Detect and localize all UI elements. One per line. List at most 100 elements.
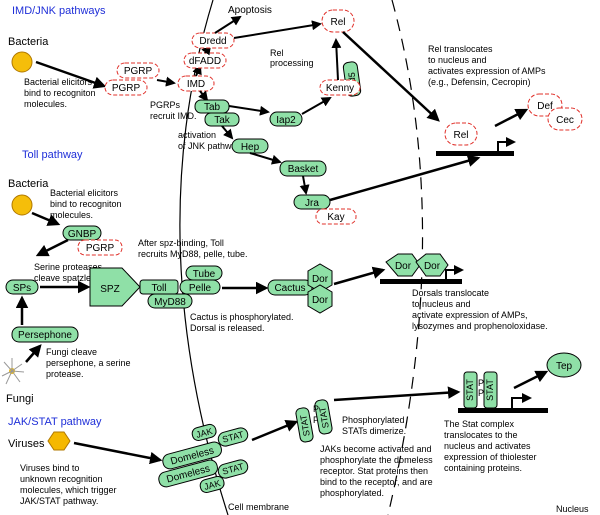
- node-label: Iap2: [276, 115, 296, 126]
- note-line: recruits MyD88, pelle, tube.: [138, 249, 248, 259]
- node-label: Dor: [312, 295, 329, 306]
- note-line: JAKs become activated and: [320, 444, 432, 454]
- note-line: lysozymes and prophenoloxidase.: [412, 321, 548, 331]
- node-label: JAK: [195, 426, 214, 440]
- node-kenny: [319, 79, 361, 96]
- note-line: phosphorylate the domeless: [320, 455, 433, 465]
- note-line: protease.: [46, 369, 84, 379]
- node-label: Tab: [204, 102, 221, 113]
- node-label: Dor: [424, 261, 441, 272]
- nucleus-label: Nucleus: [556, 504, 589, 514]
- node-dredd: [191, 32, 235, 49]
- note-line: After spz-binding, Toll: [138, 238, 224, 248]
- node-dorsal: [415, 253, 449, 277]
- node-label: PGRP: [112, 83, 141, 94]
- dna-strand: [380, 279, 462, 284]
- note-line: (e.g., Defensin, Cecropin): [428, 77, 531, 87]
- node-label: Dredd: [199, 36, 226, 47]
- node-label: Cec: [556, 115, 574, 126]
- node-label: Toll: [151, 283, 166, 294]
- node-label: Rel: [330, 17, 345, 28]
- note-line: PGRPs: [150, 100, 181, 110]
- node-label: Def: [537, 101, 553, 112]
- note-line: Cactus is phosphorylated.: [190, 312, 294, 322]
- node-cec: [547, 107, 583, 131]
- note-line: unknown recognition: [20, 474, 103, 484]
- node-label: Tak: [214, 115, 231, 126]
- note-line: to nucleus and: [412, 299, 471, 309]
- node-stat: [217, 427, 249, 447]
- node-label: IMD: [187, 79, 205, 90]
- note-line: Bacterial elicitors: [50, 188, 119, 198]
- virus-icon: [47, 431, 71, 451]
- note-line: Dorsals translocate: [412, 288, 489, 298]
- fungus-icon: [1, 358, 25, 385]
- note-line: Fungi cleave: [46, 347, 97, 357]
- note-line: activates expression of AMPs: [428, 66, 546, 76]
- node-jra: [293, 194, 331, 210]
- note-line: processing: [270, 58, 314, 68]
- node-label: Hep: [241, 142, 260, 153]
- note-line: to nucleus and: [428, 55, 487, 65]
- node-label: GNBP: [68, 229, 97, 240]
- node-label: Dor: [395, 261, 412, 272]
- note-line: The Stat complex: [444, 419, 515, 429]
- note-line: Rel: [270, 48, 284, 58]
- note-line: Viruses bind to: [20, 463, 79, 473]
- note-line: STATs dimerize.: [342, 426, 406, 436]
- node-domeless: [158, 459, 218, 488]
- note-line: phosphorylated.: [320, 488, 384, 498]
- node-label: Tube: [193, 269, 216, 280]
- node-pgrp: [77, 239, 123, 256]
- dna-strand: [436, 151, 514, 156]
- note-line: JAK/STAT pathway.: [20, 496, 98, 506]
- pathogen-bacteria: Bacteria: [8, 36, 49, 48]
- node-label: Kenny: [326, 83, 354, 94]
- note-line: activation: [178, 130, 216, 140]
- phospho-mark: P: [313, 404, 319, 414]
- node-label: Rel: [453, 130, 468, 141]
- node-domeless: [162, 441, 222, 470]
- node-label: SPs: [13, 283, 31, 294]
- node-label: SPZ: [100, 284, 119, 295]
- note-line: Rel translocates: [428, 44, 493, 54]
- node-stat: [217, 459, 249, 479]
- note-line: molecules.: [24, 99, 67, 109]
- node-label: Cactus: [274, 283, 305, 294]
- node-label: MyD88: [154, 297, 186, 308]
- node-label: Dor: [312, 274, 329, 285]
- node-rel-nucleus: [444, 122, 478, 146]
- note-line: bind to recogniton: [24, 88, 96, 98]
- section-imd-jnk: IMD/JNK pathways: [12, 5, 106, 17]
- node-rel: [321, 9, 355, 33]
- node-label: Tep: [556, 361, 573, 372]
- dna-strand: [458, 408, 548, 413]
- node-myd88: [147, 293, 193, 309]
- phospho-mark: P: [313, 415, 319, 425]
- node-label: PGRP: [86, 243, 115, 254]
- bacterium-icon: [11, 194, 33, 216]
- pathogen-viruses: Viruses: [8, 438, 45, 450]
- note-line: bind to recogniton: [50, 199, 122, 209]
- node-label: STAT: [465, 379, 475, 401]
- node-label: PGRP: [124, 66, 153, 77]
- node-pgrp: [104, 79, 148, 96]
- node-apoptosis: Apoptosis: [228, 5, 272, 16]
- note-line: Serine proteases: [34, 262, 103, 272]
- note-line: Bacterial elicitors: [24, 77, 93, 87]
- node-label: Kay: [327, 212, 344, 223]
- note-line: receptor. Stat proteins then: [320, 466, 428, 476]
- note-line: molecules.: [50, 210, 93, 220]
- pathogen-fungi: Fungi: [6, 393, 34, 405]
- node-label: STAT: [317, 405, 331, 429]
- nuclear-membrane: [387, 0, 424, 515]
- cell-membrane-label: Cell membrane: [228, 502, 289, 512]
- node-label: Jra: [305, 198, 319, 209]
- node-pgrp: [116, 62, 160, 79]
- node-label: Persephone: [18, 330, 72, 341]
- note-line: Dorsal is released.: [190, 323, 265, 333]
- note-line: Phosphorylated: [342, 415, 405, 425]
- phospho-mark: P: [478, 378, 484, 388]
- note-line: persephone, a serine: [46, 358, 131, 368]
- phospho-mark: P: [478, 388, 484, 398]
